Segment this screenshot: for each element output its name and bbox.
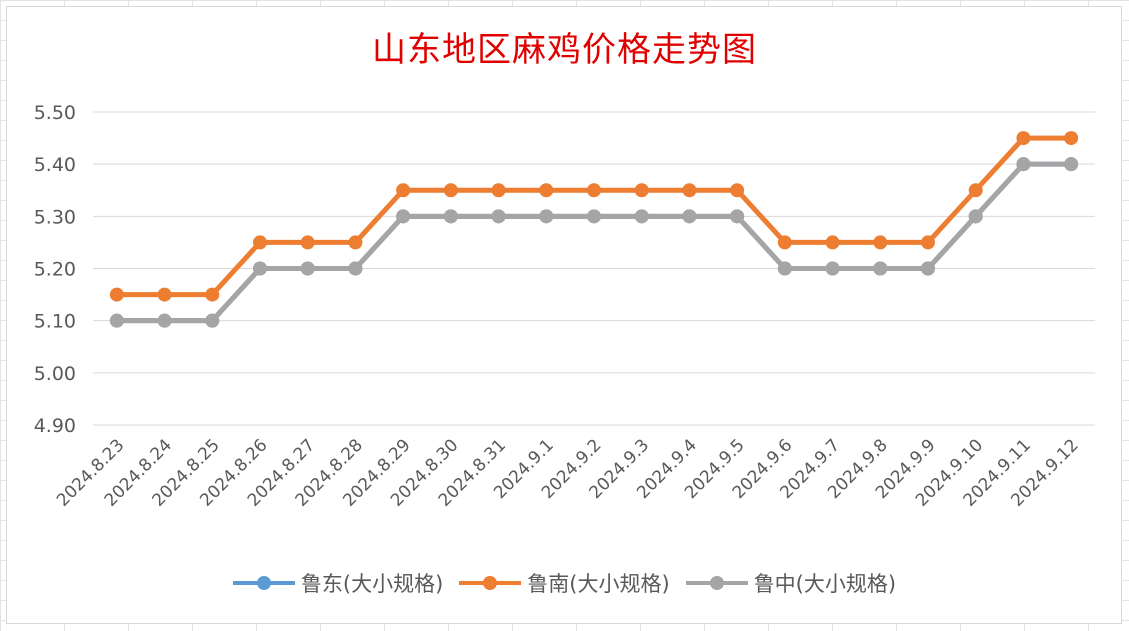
- legend-item: 鲁南(大小规格): [459, 568, 670, 598]
- y-axis: 4.90 5.00 5.10 5.20 5.30 5.40 5.50: [34, 102, 76, 437]
- data-point: [348, 235, 363, 250]
- legend-swatch: [459, 573, 522, 593]
- data-point: [921, 235, 935, 250]
- legend-item: 鲁东(大小规格): [232, 568, 444, 598]
- data-point: [634, 183, 649, 198]
- series-3: [109, 157, 1079, 328]
- legend: 鲁东(大小规格) 鲁南(大小规格) 鲁中(大小规格): [0, 568, 1129, 598]
- legend-swatch: [232, 573, 295, 593]
- data-point: [825, 261, 840, 276]
- data-point: [682, 183, 697, 198]
- y-tick-label: 4.90: [34, 415, 76, 437]
- series-lines: [109, 131, 1079, 328]
- gridlines: [93, 111, 1095, 426]
- legend-item: 鲁中(大小规格): [685, 568, 897, 598]
- data-point: [1016, 131, 1031, 146]
- data-point: [205, 313, 220, 328]
- data-point: [157, 287, 172, 302]
- y-tick-label: 5.20: [34, 259, 76, 281]
- legend-swatch: [685, 573, 748, 593]
- x-axis: 2024.8.232024.8.242024.8.252024.8.262024…: [53, 435, 1083, 510]
- data-point: [348, 261, 363, 276]
- data-point: [396, 183, 411, 198]
- data-point: [539, 183, 554, 198]
- data-point: [1016, 157, 1031, 172]
- data-point: [253, 235, 267, 250]
- data-point: [634, 209, 649, 224]
- data-point: [730, 209, 745, 224]
- y-tick-label: 5.40: [34, 154, 76, 176]
- data-point: [157, 313, 172, 328]
- y-tick-label: 5.30: [34, 206, 76, 228]
- data-point: [491, 183, 506, 198]
- data-point: [491, 209, 506, 224]
- chart-area[interactable]: [6, 6, 1122, 624]
- data-point: [730, 183, 745, 198]
- data-point: [443, 183, 458, 198]
- y-tick-label: 5.10: [34, 311, 76, 333]
- data-point: [443, 209, 458, 224]
- data-point: [682, 209, 697, 224]
- legend-label: 鲁东(大小规格): [300, 572, 444, 596]
- data-point: [825, 235, 840, 250]
- data-point: [921, 261, 935, 276]
- data-point: [205, 287, 220, 302]
- data-point: [873, 235, 888, 250]
- legend-label: 鲁中(大小规格): [753, 572, 897, 596]
- y-tick-label: 5.50: [34, 102, 76, 124]
- data-point: [587, 183, 601, 198]
- data-point: [396, 209, 411, 224]
- data-point: [968, 183, 983, 198]
- legend-label: 鲁南(大小规格): [527, 572, 670, 596]
- series-2: [109, 131, 1079, 302]
- data-point: [873, 261, 888, 276]
- data-point: [109, 287, 124, 302]
- chart-title: 山东地区麻鸡价格走势图: [372, 30, 757, 70]
- data-point: [539, 209, 554, 224]
- data-point: [777, 261, 792, 276]
- data-point: [1064, 131, 1079, 146]
- data-point: [587, 209, 601, 224]
- data-point: [1064, 157, 1079, 172]
- y-tick-label: 5.00: [34, 363, 76, 385]
- data-point: [300, 235, 315, 250]
- data-point: [109, 313, 124, 328]
- data-point: [968, 209, 983, 224]
- data-point: [253, 261, 267, 276]
- data-point: [777, 235, 792, 250]
- data-point: [300, 261, 315, 276]
